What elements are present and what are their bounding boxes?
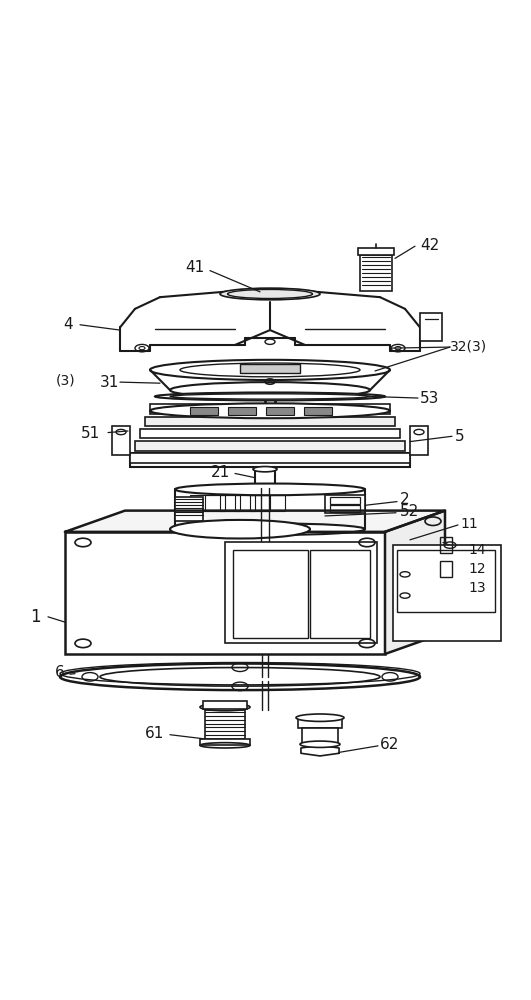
Bar — [130, 453, 410, 463]
Text: 6: 6 — [55, 665, 65, 680]
Bar — [410, 426, 428, 455]
Bar — [190, 407, 218, 415]
Ellipse shape — [220, 288, 320, 300]
Bar — [397, 550, 495, 612]
Bar — [304, 407, 332, 415]
Text: 1: 1 — [30, 608, 40, 626]
Bar — [235, 495, 270, 511]
Text: 53: 53 — [420, 391, 439, 406]
Text: 31: 31 — [100, 375, 119, 390]
Bar — [440, 561, 452, 577]
Bar — [200, 739, 250, 745]
Text: (3): (3) — [55, 374, 75, 388]
Bar — [393, 545, 501, 641]
Bar — [440, 537, 452, 553]
Ellipse shape — [253, 467, 277, 472]
Polygon shape — [301, 745, 339, 756]
Text: 2: 2 — [400, 492, 409, 507]
Bar — [220, 495, 255, 511]
Text: 5: 5 — [455, 429, 465, 444]
Bar — [112, 426, 130, 455]
Text: 51: 51 — [80, 426, 100, 441]
Ellipse shape — [155, 392, 385, 400]
Ellipse shape — [170, 520, 310, 538]
Polygon shape — [65, 511, 445, 532]
Ellipse shape — [175, 523, 365, 535]
Text: 21: 21 — [211, 465, 230, 480]
Bar — [420, 313, 442, 341]
Bar — [205, 710, 245, 739]
Bar — [255, 469, 275, 490]
Bar — [302, 728, 338, 744]
Bar — [135, 441, 405, 451]
Bar — [228, 407, 256, 415]
Bar — [330, 497, 360, 504]
Bar — [65, 532, 385, 654]
Bar — [358, 248, 394, 255]
Text: 41: 41 — [185, 260, 204, 275]
Bar — [298, 718, 342, 728]
Bar — [266, 407, 294, 415]
Ellipse shape — [170, 382, 370, 398]
Text: 32(3): 32(3) — [450, 339, 487, 353]
Bar — [310, 550, 370, 638]
Ellipse shape — [296, 714, 344, 721]
Text: 4: 4 — [63, 317, 73, 332]
Ellipse shape — [150, 360, 390, 380]
Bar — [190, 495, 225, 511]
Ellipse shape — [175, 484, 365, 495]
Text: 12: 12 — [468, 562, 486, 576]
Text: 14: 14 — [468, 543, 486, 557]
Ellipse shape — [300, 741, 340, 747]
Text: 13: 13 — [468, 581, 486, 595]
Polygon shape — [385, 511, 445, 654]
Bar — [130, 453, 410, 467]
Ellipse shape — [253, 488, 277, 493]
Bar — [325, 495, 365, 513]
Ellipse shape — [150, 403, 390, 418]
Ellipse shape — [200, 703, 250, 711]
Text: 11: 11 — [460, 517, 478, 531]
Bar — [250, 495, 285, 511]
Text: 61: 61 — [145, 726, 165, 741]
Bar — [203, 701, 247, 709]
Bar — [330, 505, 360, 512]
Text: 42: 42 — [420, 238, 439, 253]
Text: 62: 62 — [380, 737, 399, 752]
Bar — [145, 417, 395, 426]
Bar — [150, 404, 390, 414]
Bar — [175, 497, 203, 521]
Bar — [233, 550, 308, 638]
Bar — [360, 255, 392, 291]
Bar — [205, 495, 240, 511]
Ellipse shape — [60, 664, 420, 690]
Bar — [225, 542, 377, 643]
Bar — [140, 429, 400, 438]
Text: 52: 52 — [400, 504, 419, 519]
Bar — [240, 364, 300, 373]
